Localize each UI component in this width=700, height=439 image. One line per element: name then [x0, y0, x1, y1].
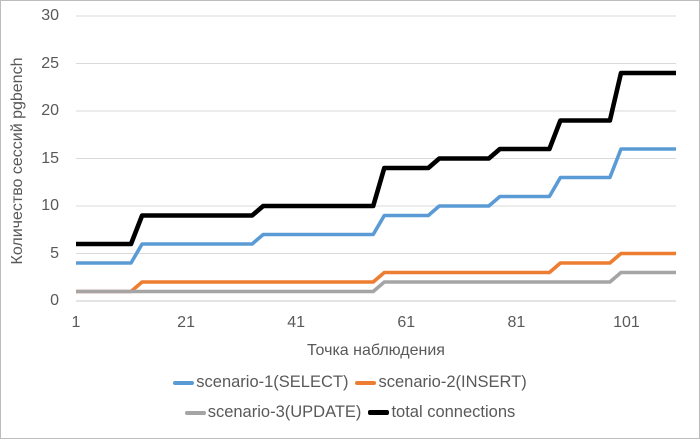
legend-item-scenario-1-select: scenario-1(SELECT) [173, 370, 348, 395]
x-tick-label-21: 21 [177, 314, 195, 331]
legend-row-1: scenario-1(SELECT) scenario-2(INSERT) [173, 370, 527, 395]
x-tick-label-101: 101 [613, 314, 640, 331]
legend-marker-total-connections-icon [368, 410, 390, 415]
y-axis-title: Количество сессий pgbench [9, 57, 26, 265]
y-tick-label-30: 30 [41, 7, 59, 24]
legend-label-scenario-3: scenario-3(UPDATE) [207, 403, 362, 421]
legend-marker-scenario-1-icon [173, 380, 195, 385]
legend-item-scenario-3-update: scenario-3(UPDATE) [184, 400, 362, 425]
legend-marker-scenario-2-icon [355, 380, 377, 385]
y-tick-label-15: 15 [41, 149, 59, 167]
legend-item-total-connections: total connections [368, 400, 515, 425]
legend: scenario-1(SELECT) scenario-2(INSERT) sc… [1, 370, 699, 425]
series-line-scenario-2-insert [76, 251, 676, 294]
series-line-total-connections [76, 70, 676, 247]
x-tick-label-1: 1 [71, 314, 81, 331]
y-tick-label-20: 20 [41, 102, 59, 119]
legend-marker-scenario-3-icon [184, 410, 206, 415]
y-tick-label-0: 0 [50, 292, 59, 309]
legend-label-scenario-1: scenario-1(SELECT) [196, 373, 349, 391]
x-tick-label-61: 61 [397, 314, 416, 331]
x-tick-label-81: 81 [507, 314, 526, 331]
legend-label-scenario-2: scenario-2(INSERT) [378, 373, 527, 391]
y-tick-label-5: 5 [50, 244, 59, 262]
y-tick-label-10: 10 [41, 197, 59, 214]
x-axis-title: Точка наблюдения [307, 342, 445, 359]
legend-item-scenario-2-insert: scenario-2(INSERT) [355, 370, 527, 395]
x-tick-label-41: 41 [287, 314, 306, 331]
series-line-scenario-1-select [76, 147, 676, 265]
series-line-scenario-3-update [76, 270, 676, 294]
legend-label-total-connections: total connections [391, 403, 516, 421]
y-tick-label-25: 25 [41, 54, 59, 72]
legend-row-2: scenario-3(UPDATE) total connections [184, 400, 515, 425]
